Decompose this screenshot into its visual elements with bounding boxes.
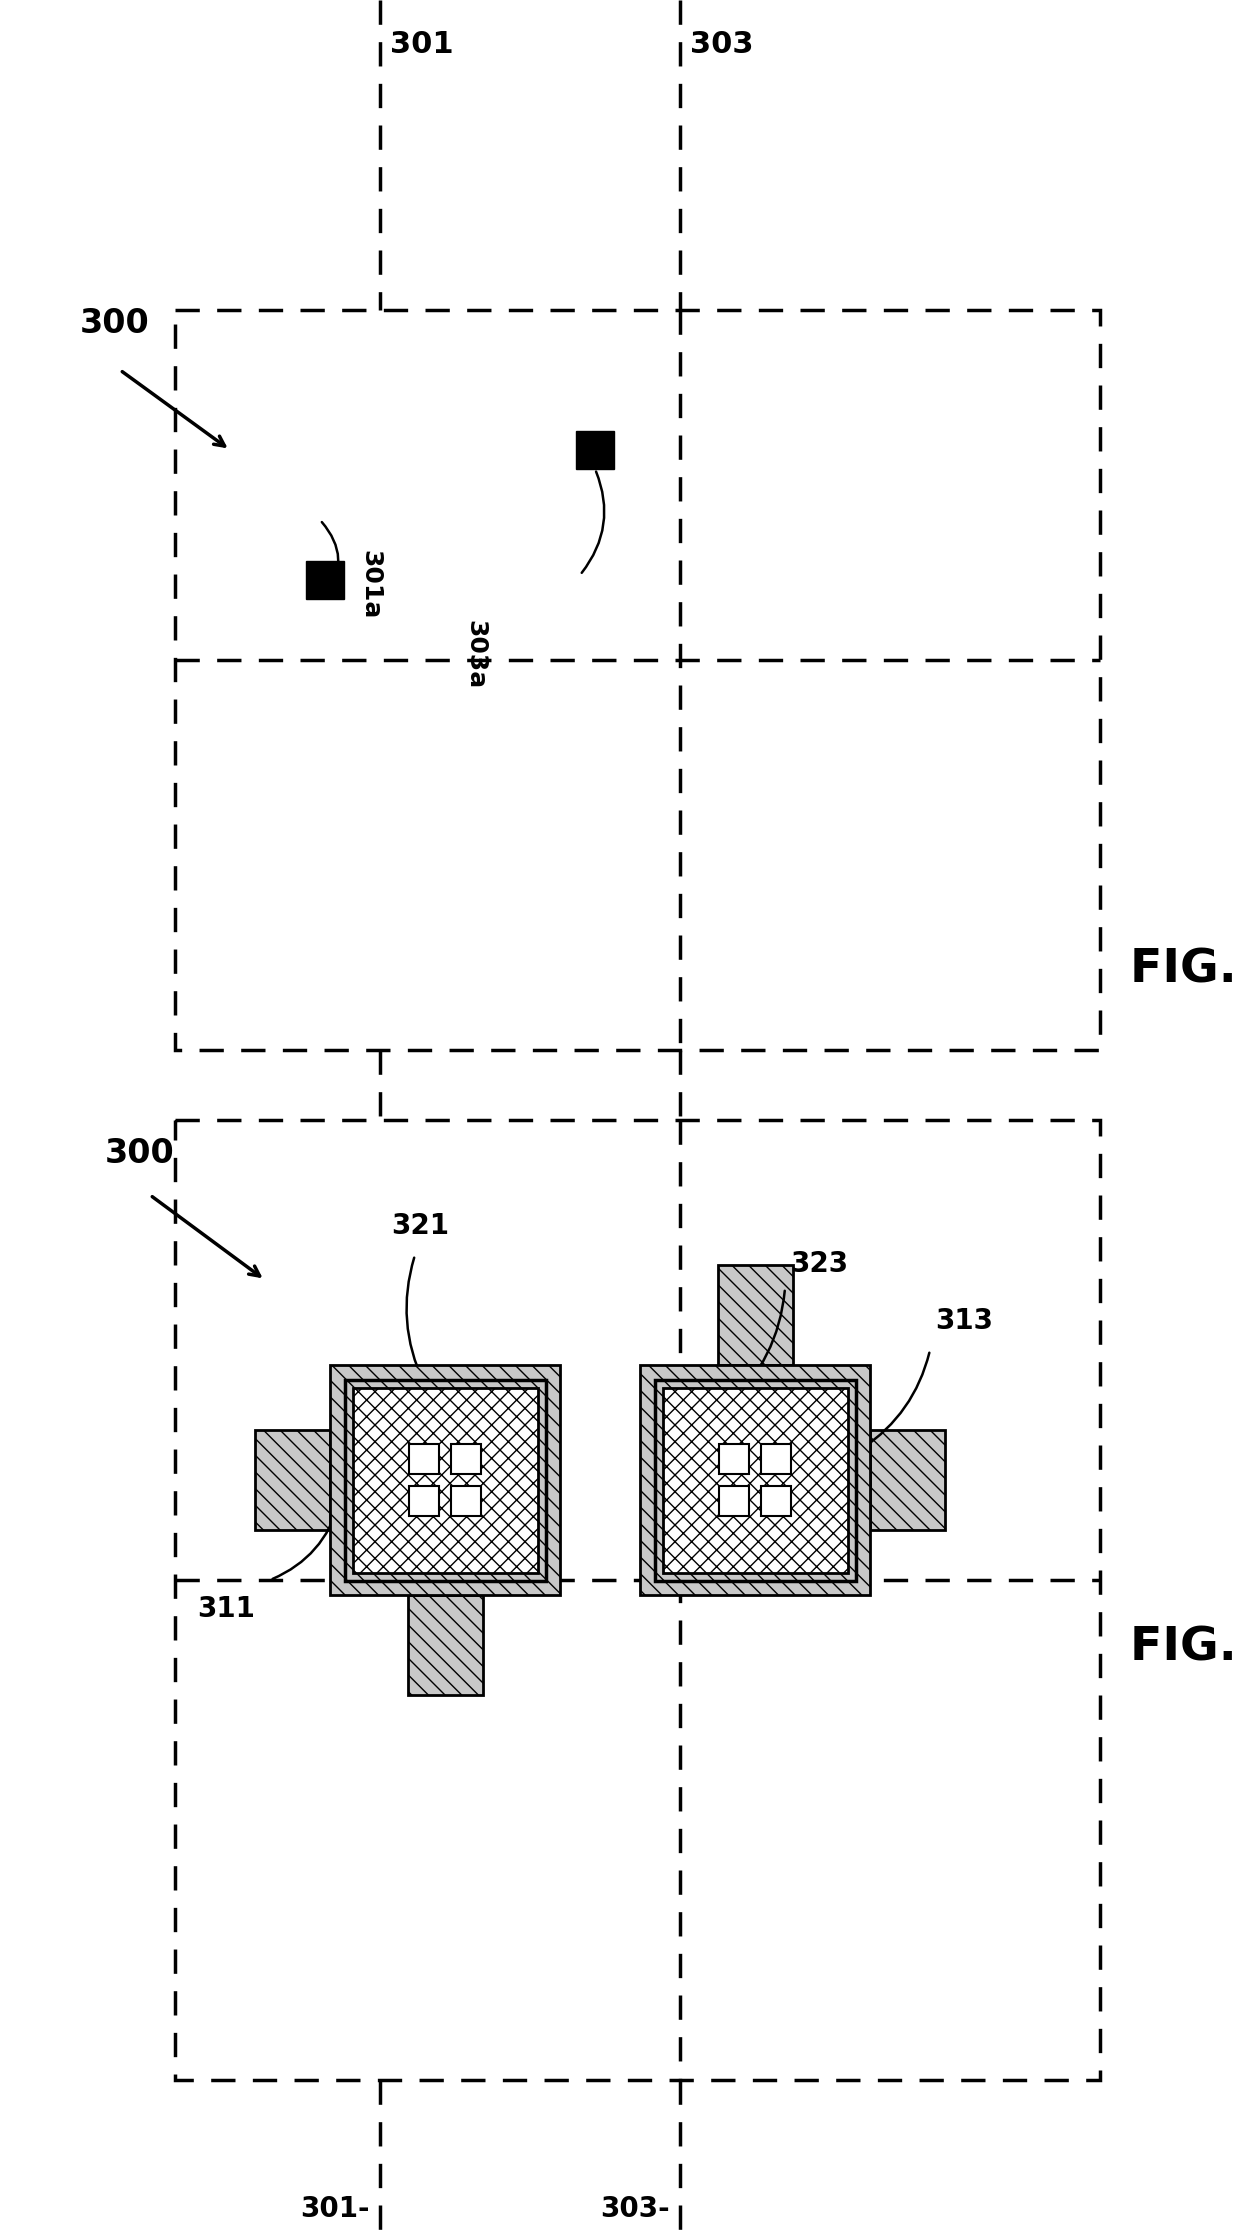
Bar	[577, 431, 614, 469]
Text: 301a: 301a	[358, 549, 382, 619]
Bar	[719, 1445, 749, 1474]
Bar	[353, 1389, 538, 1572]
Text: FIG. 3B: FIG. 3B	[1130, 947, 1240, 991]
Text: 313: 313	[935, 1306, 993, 1335]
Bar	[451, 1445, 481, 1474]
Bar	[718, 1266, 794, 1364]
Bar	[255, 1429, 330, 1530]
Text: 301-: 301-	[300, 2195, 370, 2224]
Bar	[330, 1364, 560, 1594]
Bar	[761, 1485, 791, 1516]
Bar	[655, 1380, 856, 1581]
Bar	[175, 1121, 1100, 2079]
Bar	[345, 1380, 546, 1581]
Text: 301: 301	[391, 29, 454, 58]
Text: 311: 311	[197, 1594, 255, 1623]
Text: 300: 300	[105, 1137, 175, 1170]
Bar	[306, 560, 343, 598]
Text: 323: 323	[790, 1250, 848, 1277]
Bar	[175, 310, 1100, 1050]
Bar	[870, 1429, 945, 1530]
Bar	[451, 1485, 481, 1516]
Text: 321: 321	[391, 1213, 449, 1239]
Text: 303-: 303-	[600, 2195, 670, 2224]
Bar	[409, 1485, 439, 1516]
Bar	[409, 1445, 439, 1474]
Text: 300: 300	[81, 306, 150, 339]
Text: 303: 303	[689, 29, 754, 58]
Text: 303a: 303a	[463, 621, 487, 690]
Bar	[663, 1389, 848, 1572]
Bar	[640, 1364, 870, 1594]
Bar	[719, 1485, 749, 1516]
Bar	[761, 1445, 791, 1474]
Bar	[408, 1594, 484, 1695]
Text: FIG. 3A: FIG. 3A	[1130, 1626, 1240, 1670]
